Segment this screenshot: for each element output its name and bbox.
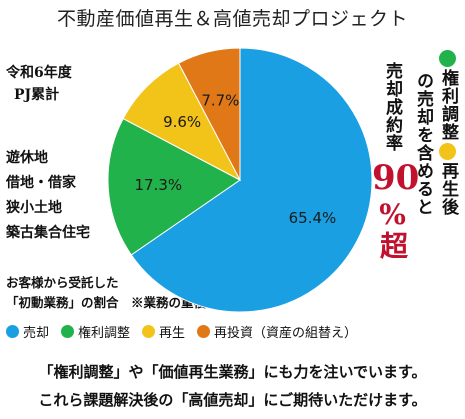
property-types: 遊休地 借地・借家 狭小土地 築古集合住宅 <box>6 146 90 246</box>
legend-label: 再生 <box>159 326 186 341</box>
page-title: 不動産価値再生＆高値売却プロジェクト <box>56 8 408 30</box>
legend-swatch-sale <box>6 325 19 338</box>
legend-label: 売却 <box>23 326 50 341</box>
legend-item: 再投資（資産の組替え） <box>197 322 357 341</box>
legend-swatch-rights <box>61 325 75 338</box>
right-col-c: 売却成約率 90 %超 <box>372 62 420 259</box>
property-type-item: 借地・借家 <box>6 175 76 191</box>
bottom-line-2: これら課題解決後の「高値売却」にご期待いただけます。 <box>38 391 427 409</box>
legend-swatch-reinvestment <box>197 325 211 338</box>
pie-slice <box>130 47 373 313</box>
chart-caption: お客様から受託した 「初動業務」の割合 ※業務の重複有り <box>6 273 231 313</box>
yellow-dot <box>439 143 456 160</box>
property-type-item: 築古集合住宅 <box>6 225 90 241</box>
pie-chart: 65.4% 17.3% 9.6%7.7% <box>107 47 373 313</box>
pie-data-label: 7.7% <box>201 92 239 110</box>
property-type-item: 狭小土地 <box>6 200 62 216</box>
pie-data-label: 17.3% <box>134 176 182 194</box>
legend-item: 再生 <box>142 322 185 341</box>
label-including-sales: の売却を含めると <box>413 72 433 216</box>
caption-line2: 「初動業務」の割合 ※業務の重複有り <box>6 295 232 310</box>
period-line1: 令和6年度 <box>6 65 72 81</box>
period-line2: PJ累計 <box>14 87 60 103</box>
legend-label: 権利調整 <box>78 326 131 341</box>
caption-line1: お客様から受託した <box>6 275 119 290</box>
bottom-line-1: 「権利調整」や「価値再生業務」にも力を注いでいます。 <box>38 363 427 381</box>
property-type-item: 遊休地 <box>6 150 48 166</box>
legend-label: 再投資（資産の組替え） <box>214 326 358 341</box>
big-number: 90 <box>372 158 420 198</box>
pie-slice <box>122 62 242 182</box>
pie-slice <box>177 47 241 181</box>
pie-data-label: 9.6% <box>163 113 201 131</box>
label-after-regeneration: 再生後 <box>438 162 458 216</box>
pie-slice <box>107 117 241 256</box>
pie-data-label: 65.4% <box>289 209 337 227</box>
legend-item: 権利調整 <box>61 322 130 341</box>
legend-swatch-regeneration <box>142 325 156 338</box>
green-dot <box>439 50 456 67</box>
legend-item: 売却 <box>6 322 49 341</box>
label-contract-rate: 売却成約率 <box>382 62 402 152</box>
label-rights-adjustment: 権利調整 <box>438 69 458 141</box>
chart-legend: 売却 権利調整 再生 再投資（資産の組替え） <box>6 322 357 341</box>
period-note: 令和6年度 PJ累計 <box>6 62 72 106</box>
right-col-a: 権利調整 再生後 <box>438 50 458 216</box>
big-unit: %超 <box>376 198 409 259</box>
